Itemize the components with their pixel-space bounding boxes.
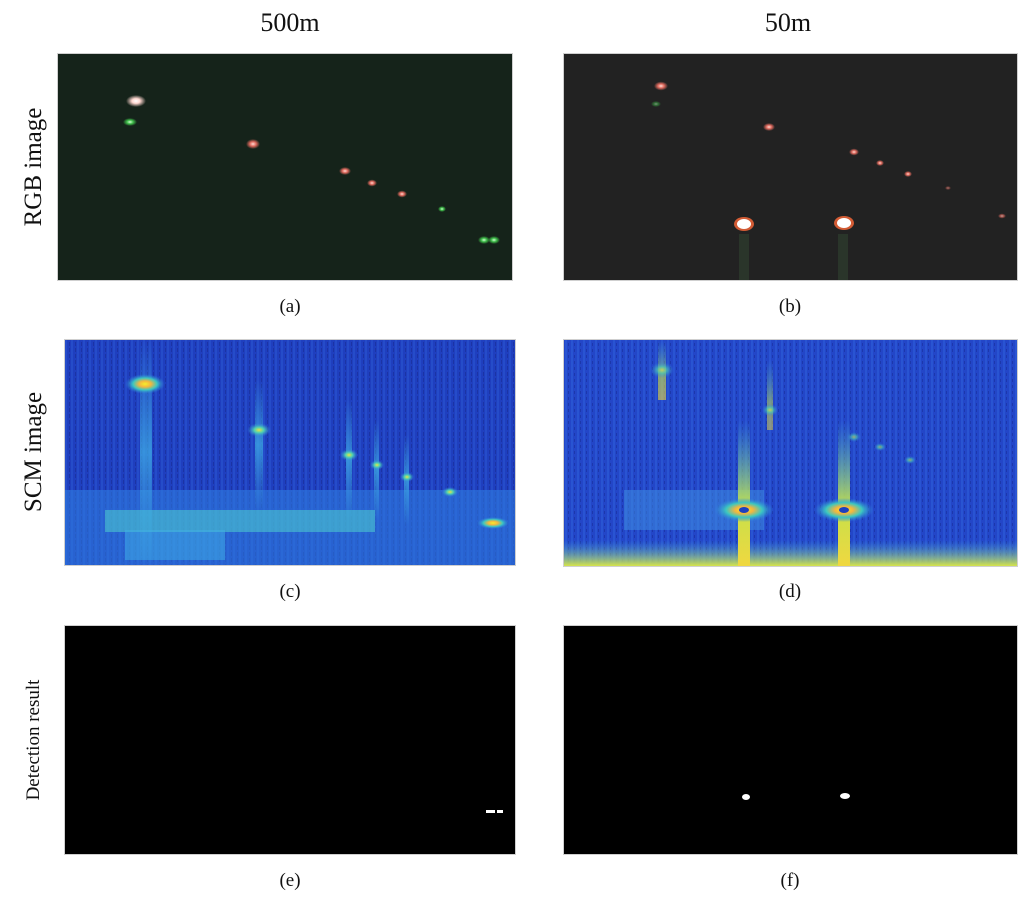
rgb-image-50m-graphic bbox=[564, 54, 1017, 280]
rgb-image-500m-graphic bbox=[58, 54, 512, 280]
scm-image-50m-graphic bbox=[564, 340, 1017, 566]
caption-e: (e) bbox=[279, 870, 301, 891]
scm-image-500m-graphic bbox=[65, 340, 515, 565]
row-label-detection: Detection result bbox=[23, 679, 44, 801]
rgb-image-500m bbox=[57, 53, 513, 281]
column-title-50m: 50m bbox=[764, 8, 812, 37]
detection-result-500m-graphic bbox=[65, 626, 515, 854]
column-title-500m: 500m bbox=[260, 8, 320, 37]
detection-result-50m-graphic bbox=[564, 626, 1017, 854]
caption-c: (c) bbox=[279, 581, 301, 602]
detection-result-500m bbox=[64, 625, 516, 855]
row-label-rgb: RGB image bbox=[20, 107, 47, 227]
rgb-image-50m bbox=[563, 53, 1018, 281]
row-label-scm: SCM image bbox=[20, 391, 47, 513]
caption-f: (f) bbox=[780, 870, 800, 891]
detection-result-50m bbox=[563, 625, 1018, 855]
scm-image-50m bbox=[563, 339, 1018, 567]
scm-image-500m bbox=[64, 339, 516, 566]
caption-a: (a) bbox=[279, 296, 301, 317]
caption-b: (b) bbox=[778, 296, 802, 317]
caption-d: (d) bbox=[778, 581, 802, 602]
